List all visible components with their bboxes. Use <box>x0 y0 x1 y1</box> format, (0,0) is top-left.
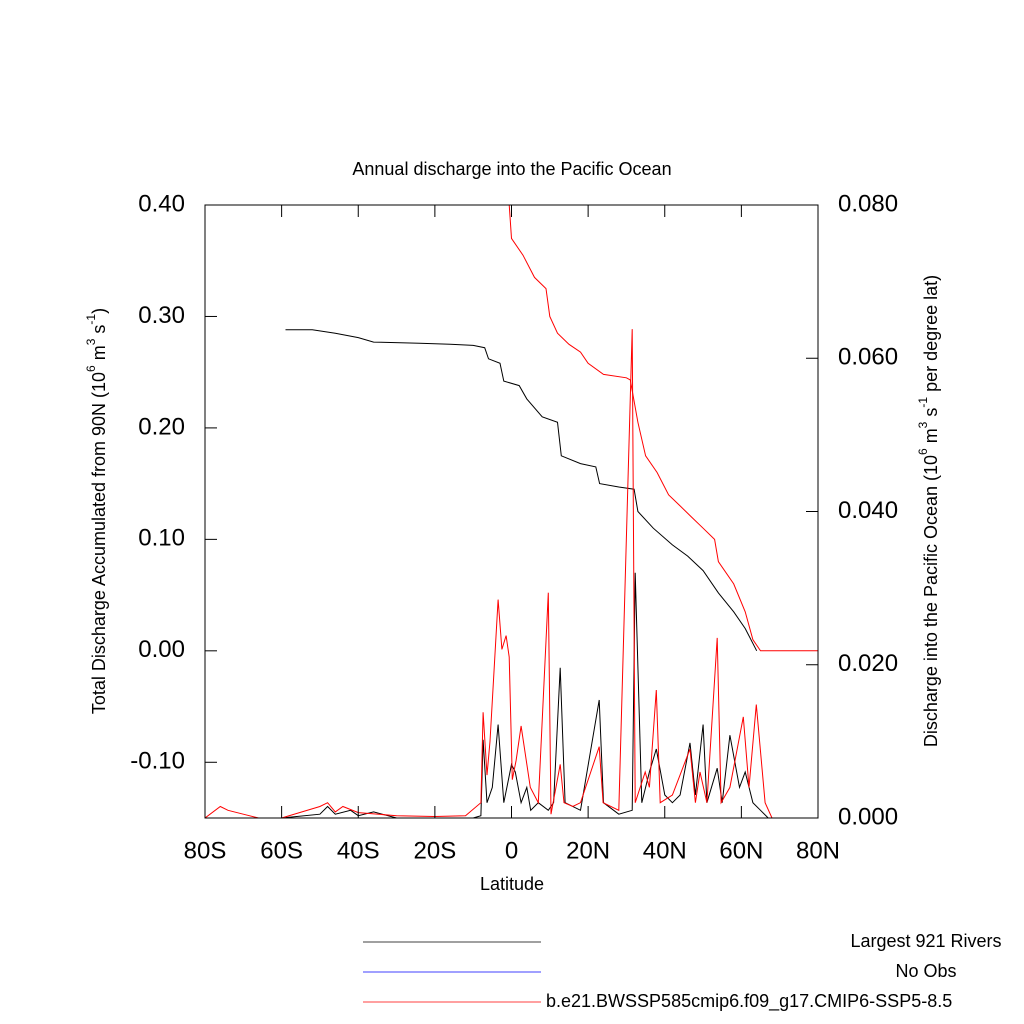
superscript: 6 <box>916 448 930 455</box>
series-line <box>285 329 758 652</box>
superscript: -1 <box>84 314 98 325</box>
x-tick-label: 20S <box>414 837 457 864</box>
chart-title: Annual discharge into the Pacific Ocean <box>352 159 671 179</box>
y2-axis-label: Discharge into the Pacific Ocean (106 m3… <box>916 275 941 747</box>
y2-tick-label: 0.000 <box>838 803 898 830</box>
label-part: s <box>89 325 109 339</box>
x-tick-label: 20N <box>566 837 610 864</box>
x-tick-label: 80N <box>796 837 840 864</box>
y2-tick-label: 0.060 <box>838 344 898 371</box>
legend-label: b.e21.BWSSP585cmip6.f09_g17.CMIP6-SSP5-8… <box>546 991 952 1012</box>
y-tick-label: 0.20 <box>138 413 185 440</box>
series-line <box>508 205 818 652</box>
label-part: Discharge into the Pacific Ocean (10 <box>921 455 941 747</box>
label-part: Total Discharge Accumulated from 90N (10 <box>89 372 109 714</box>
x-tick-label: 40N <box>643 837 687 864</box>
label-part: m <box>921 428 941 448</box>
y2-tick-label: 0.020 <box>838 650 898 677</box>
label-part: ) <box>89 308 109 314</box>
superscript: -1 <box>916 397 930 408</box>
y-tick-label: -0.10 <box>130 748 185 775</box>
x-tick-label: 80S <box>184 837 227 864</box>
superscript: 6 <box>84 365 98 372</box>
label-part: s <box>921 408 941 422</box>
superscript: 3 <box>916 421 930 428</box>
legend-label: Largest 921 Rivers <box>850 931 1001 951</box>
y-tick-label: 0.30 <box>138 302 185 329</box>
label-part: per degree lat) <box>921 275 941 397</box>
y-tick-label: 0.10 <box>138 525 185 552</box>
plot-frame <box>204 204 819 819</box>
x-axis-label: Latitude <box>480 874 544 894</box>
y2-tick-label: 0.040 <box>838 497 898 524</box>
series-line <box>205 329 818 818</box>
x-tick-label: 60N <box>719 837 763 864</box>
x-tick-label: 0 <box>505 837 518 864</box>
legend-label: No Obs <box>895 961 956 981</box>
x-tick-label: 60S <box>260 837 303 864</box>
label-part: m <box>89 345 109 365</box>
y-axis-label: Total Discharge Accumulated from 90N (10… <box>84 308 109 714</box>
y-tick-label: 0.40 <box>138 190 185 217</box>
superscript: 3 <box>84 338 98 345</box>
y2-tick-label: 0.080 <box>838 190 898 217</box>
plot-area <box>205 205 818 818</box>
x-tick-label: 40S <box>337 837 380 864</box>
y-tick-label: 0.00 <box>138 636 185 663</box>
series-line <box>205 572 818 818</box>
